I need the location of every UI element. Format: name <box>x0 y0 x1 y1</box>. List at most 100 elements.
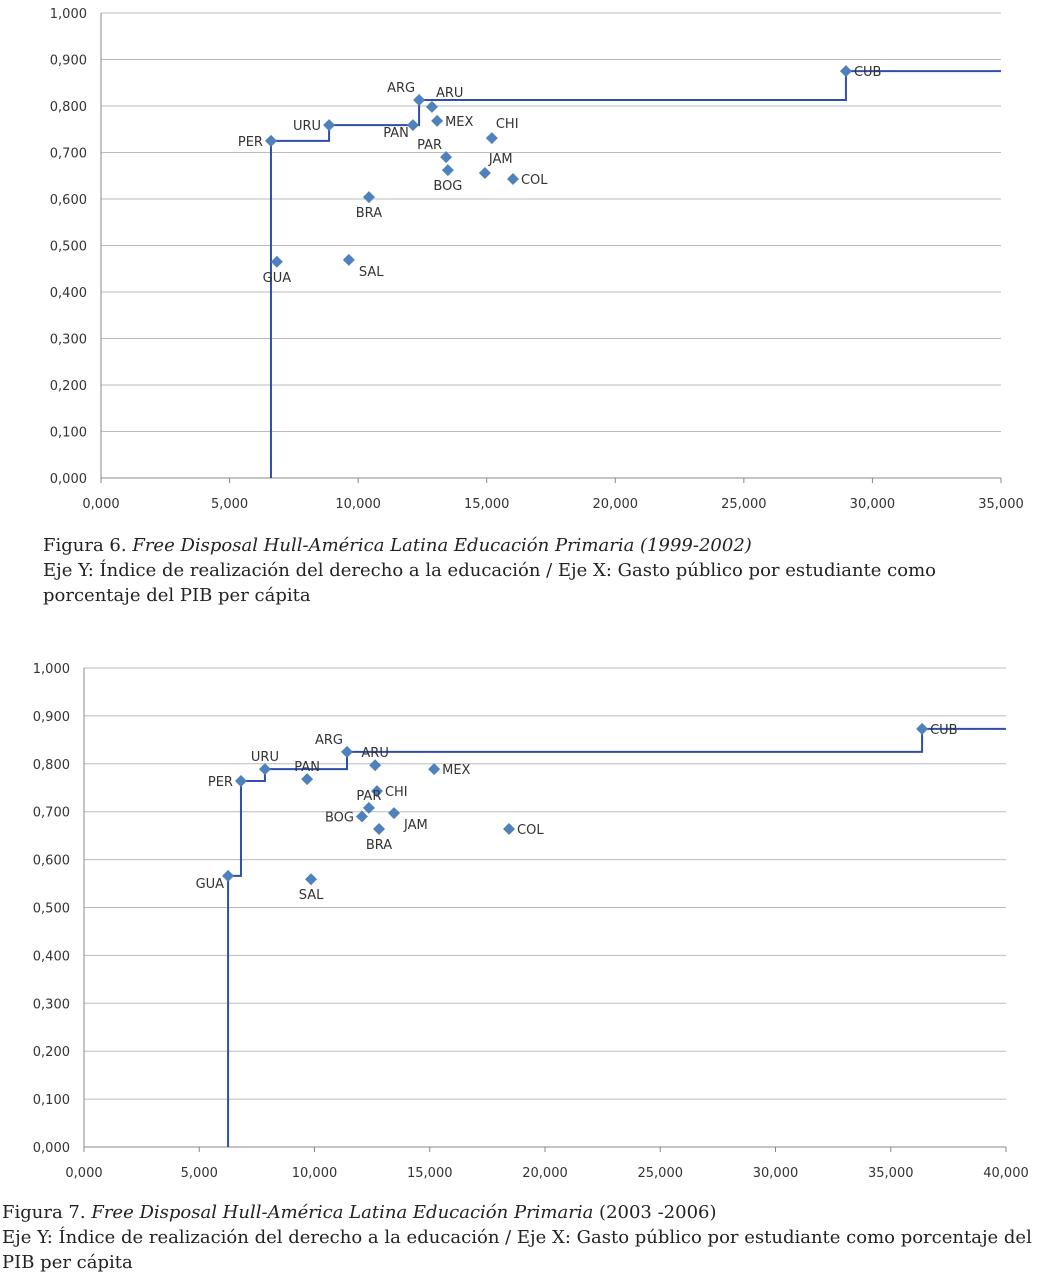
figure-6-caption: Figura 6. Free Disposal Hull-América Lat… <box>43 533 1033 608</box>
y-tick-label: 0,400 <box>50 286 87 301</box>
data-point-mex <box>428 763 441 776</box>
caption-title: Free Disposal Hull-América Latina Educac… <box>132 535 752 556</box>
data-point-chi <box>485 132 498 145</box>
y-tick-label: 0,200 <box>50 379 87 394</box>
fdh-frontier-line <box>269 70 1001 478</box>
caption-title: Free Disposal Hull-América Latina Educac… <box>91 1202 594 1223</box>
data-label-pan: PAN <box>294 760 320 775</box>
x-tick-label: 35,000 <box>868 1166 914 1181</box>
data-point-per <box>264 134 277 147</box>
x-tick-label: 0,000 <box>65 1166 102 1181</box>
y-tick-label: 0,800 <box>33 758 70 773</box>
x-tick-label: 20,000 <box>522 1166 568 1181</box>
data-point-cub <box>839 65 852 78</box>
x-tick-label: 15,000 <box>464 497 510 512</box>
x-tick-label: 30,000 <box>753 1166 799 1181</box>
data-label-bog: BOG <box>433 179 462 194</box>
y-tick-label: 1,000 <box>33 662 70 677</box>
fdh-frontier-line <box>227 727 1006 1147</box>
x-tick-label: 25,000 <box>638 1166 684 1181</box>
y-tick-label: 0,300 <box>50 333 87 348</box>
data-label-jam: JAM <box>488 152 513 167</box>
data-label-chi: CHI <box>385 785 408 800</box>
data-point-bra <box>373 822 386 835</box>
x-tick-label: 35,000 <box>978 497 1024 512</box>
data-point-uru <box>258 763 271 776</box>
y-tick-label: 0,500 <box>50 240 87 255</box>
data-point-col <box>503 822 516 835</box>
y-tick-label: 0,100 <box>50 426 87 441</box>
data-label-mex: MEX <box>442 763 470 778</box>
data-point-arg <box>341 745 354 758</box>
y-tick-label: 0,100 <box>33 1093 70 1108</box>
y-tick-label: 0,800 <box>50 100 87 115</box>
data-point-aru <box>425 100 438 113</box>
data-point-chi <box>370 785 383 798</box>
x-tick-label: 25,000 <box>721 497 767 512</box>
data-label-par: PAR <box>356 789 381 804</box>
data-label-uru: URU <box>293 119 321 134</box>
data-point-bog <box>441 164 454 177</box>
data-point-par <box>362 801 375 814</box>
data-point-jam <box>388 807 401 820</box>
data-point-gua <box>222 869 235 882</box>
caption-prefix: Figura 6. <box>43 535 133 556</box>
data-label-per: PER <box>238 135 263 150</box>
y-tick-label: 1,000 <box>50 7 87 22</box>
y-tick-label: 0,000 <box>50 472 87 487</box>
caption-suffix: (2003 -2006) <box>593 1202 717 1223</box>
data-label-aru: ARU <box>436 86 463 101</box>
data-label-col: COL <box>517 823 544 838</box>
y-tick-label: 0,500 <box>33 902 70 917</box>
y-tick-label: 0,000 <box>33 1141 70 1156</box>
data-label-sal: SAL <box>299 888 324 903</box>
x-tick-label: 10,000 <box>335 497 381 512</box>
data-label-cub: CUB <box>854 65 882 80</box>
data-point-aru <box>369 759 382 772</box>
data-label-gua: GUA <box>263 271 292 286</box>
data-label-bra: BRA <box>356 206 382 221</box>
x-tick-label: 30,000 <box>850 497 896 512</box>
data-point-sal <box>305 873 318 886</box>
data-label-bra: BRA <box>366 838 392 853</box>
data-point-col <box>506 173 519 186</box>
x-tick-label: 20,000 <box>593 497 639 512</box>
fdh-chart-1999-2002: 0,000 0,100 0,200 0,300 0,400 0,500 0,600 0,700… <box>50 7 1024 512</box>
caption-prefix: Figura 7. <box>2 1202 92 1223</box>
data-point-per <box>234 775 247 788</box>
data-label-chi: CHI <box>496 117 519 132</box>
data-label-sal: SAL <box>359 265 384 280</box>
data-point-gua <box>270 255 283 268</box>
data-label-aru: ARU <box>361 746 388 761</box>
y-tick-label: 0,200 <box>33 1045 70 1060</box>
data-point-bog <box>355 810 368 823</box>
x-tick-label: 15,000 <box>407 1166 453 1181</box>
data-point-sal <box>342 253 355 266</box>
data-label-cub: CUB <box>930 723 958 738</box>
data-point-jam <box>478 166 491 179</box>
x-tick-label: 5,000 <box>181 1166 218 1181</box>
data-label-bog: BOG <box>325 810 354 825</box>
data-point-par <box>440 151 453 164</box>
caption-axes: Eje Y: Índice de realización del derecho… <box>43 560 936 606</box>
x-tick-label: 40,000 <box>983 1166 1029 1181</box>
y-tick-label: 0,300 <box>33 997 70 1012</box>
y-tick-label: 0,400 <box>33 949 70 964</box>
data-label-mex: MEX <box>445 115 473 130</box>
x-tick-label: 10,000 <box>292 1166 338 1181</box>
data-point-bra <box>362 191 375 204</box>
data-point-pan <box>301 773 314 786</box>
data-label-pan: PAN <box>383 126 409 141</box>
y-tick-label: 0,600 <box>50 193 87 208</box>
data-point-uru <box>323 119 336 132</box>
figure-7-caption: Figura 7. Free Disposal Hull-América Lat… <box>2 1200 1047 1275</box>
data-label-gua: GUA <box>196 877 225 892</box>
data-label-jam: JAM <box>403 818 428 833</box>
x-tick-label: 5,000 <box>211 497 248 512</box>
data-point-pan <box>406 119 419 132</box>
data-label-col: COL <box>521 173 548 188</box>
data-point-mex <box>431 114 444 127</box>
y-tick-label: 0,700 <box>33 806 70 821</box>
x-tick-label: 0,000 <box>82 497 119 512</box>
y-tick-label: 0,900 <box>50 54 87 69</box>
